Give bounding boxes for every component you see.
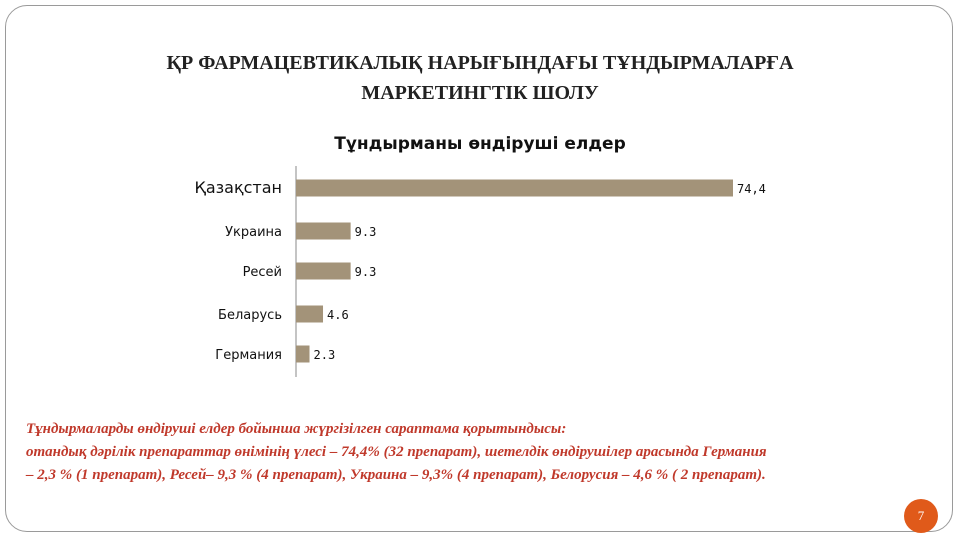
value-label: 4.6 bbox=[327, 308, 349, 322]
bar bbox=[296, 305, 324, 323]
slide-title-line-1: ҚР ФАРМАЦЕВТИКАЛЫҚ НАРЫҒЫНДАҒЫ ТҰНДЫРМАЛ… bbox=[166, 52, 794, 74]
bar bbox=[296, 222, 351, 240]
bar bbox=[296, 262, 351, 280]
page-number-badge: 7 bbox=[904, 499, 938, 533]
slide-frame: ҚР ФАРМАЦЕВТИКАЛЫҚ НАРЫҒЫНДАҒЫ ТҰНДЫРМАЛ… bbox=[5, 5, 954, 533]
value-label: 74,4 bbox=[737, 182, 766, 196]
slide-title: ҚР ФАРМАЦЕВТИКАЛЫҚ НАРЫҒЫНДАҒЫ ТҰНДЫРМАЛ… bbox=[6, 48, 954, 108]
caption-line-2: отандық дәрілік препараттар өнімінің үле… bbox=[26, 444, 767, 460]
value-label: 2.3 bbox=[314, 348, 336, 362]
category-label: Украина bbox=[225, 225, 282, 240]
slide-title-line-2: МАРКЕТИНГТІК ШОЛУ bbox=[361, 82, 599, 104]
caption-line-1: Тұндырмаларды өндіруші елдер бойынша жүр… bbox=[26, 421, 567, 437]
category-label: Ресей bbox=[243, 265, 282, 280]
caption-line-3: – 2,3 % (1 препарат), Ресей– 9,3 % (4 пр… bbox=[26, 467, 766, 483]
category-label: Беларусь bbox=[218, 308, 282, 323]
category-label: Қазақстан bbox=[194, 178, 282, 197]
bar bbox=[296, 345, 310, 363]
value-label: 9.3 bbox=[355, 225, 377, 239]
chart-title: Тұндырманы өндіруші елдер bbox=[334, 134, 626, 154]
caption: Тұндырмаларды өндіруші елдер бойынша жүр… bbox=[26, 418, 942, 487]
category-label: Германия bbox=[215, 348, 282, 363]
bar bbox=[296, 179, 733, 197]
value-label: 9.3 bbox=[355, 265, 377, 279]
